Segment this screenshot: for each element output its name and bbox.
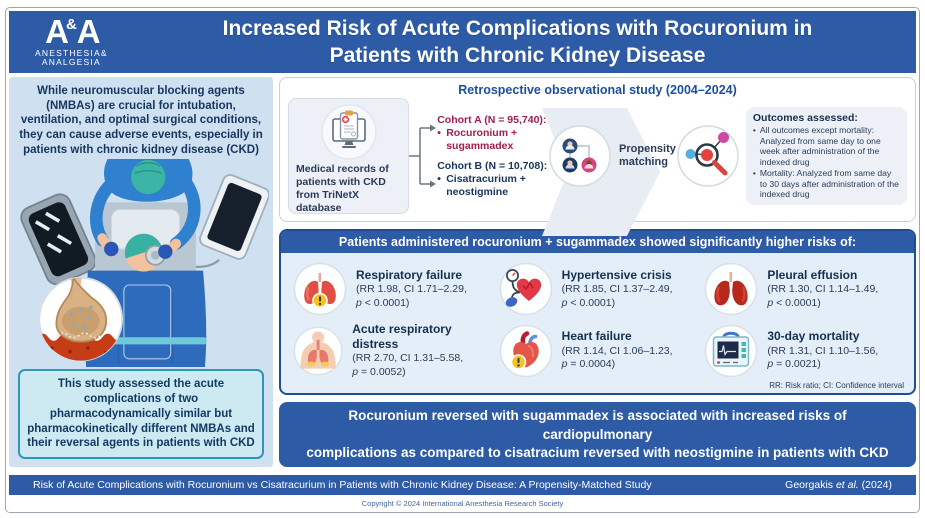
propensity-group: Propensity matching xyxy=(542,108,676,236)
background-panel: While neuromuscular blocking agents (NMB… xyxy=(9,77,273,467)
result-pvalue: p < 0.0001) xyxy=(561,296,616,309)
result-respiratory-failure: Respiratory failure (RR 1.98, CI 1.71–2.… xyxy=(293,258,491,320)
cohort-split-connector xyxy=(409,124,437,188)
result-pvalue: p = 0.0004) xyxy=(561,358,616,371)
surgery-illustration xyxy=(13,158,269,368)
content-area: While neuromuscular blocking agents (NMB… xyxy=(6,73,919,471)
records-label: Medical records of patients with CKD fro… xyxy=(296,163,389,215)
result-acute-respiratory-distress: Acute respiratory distress (RR 2.70, CI … xyxy=(293,320,491,382)
outcomes-assessed-card: Outcomes assessed: All outcomes except m… xyxy=(745,106,907,206)
study-design-box: Retrospective observational study (2004–… xyxy=(279,77,916,236)
cohort-a-header: Cohort A (N = 95,740): xyxy=(437,113,547,126)
heart-blood-pressure-icon xyxy=(499,262,552,316)
results-header: Patients administered rocuronium + sugam… xyxy=(281,231,914,253)
result-title: 30-day mortality xyxy=(767,329,860,344)
cohorts-block: Cohort A (N = 95,740): Rocuronium + suga… xyxy=(437,107,548,206)
page-frame: A&A ANESTHESIA& ANALGESIA Increased Risk… xyxy=(5,7,920,513)
surgical-lamp-icon xyxy=(20,193,97,285)
cohort-b-item: Cisatracurium + neostigmine xyxy=(437,173,548,198)
result-title: Heart failure xyxy=(561,329,632,344)
page-title: Increased Risk of Acute Complications wi… xyxy=(222,16,813,67)
result-stat: (RR 2.70, CI 1.31–5.58, xyxy=(352,352,464,365)
journal-logo: A&A ANESTHESIA& ANALGESIA xyxy=(35,15,108,67)
heart-warning-icon xyxy=(499,324,552,377)
cohort-a-item: Rocuronium + sugammadex xyxy=(437,127,548,152)
vital-signs-monitor-icon xyxy=(705,324,758,377)
result-pvalue: p = 0.0021) xyxy=(767,358,821,371)
result-stat: (RR 1.98, CI 1.71–2.29, xyxy=(356,283,467,296)
anesthesiologist-figure xyxy=(90,158,201,259)
result-stat: (RR 1.14, CI 1.06–1.23, xyxy=(561,344,673,357)
result-title: Pleural effusion xyxy=(767,267,858,282)
propensity-label: Propensity matching xyxy=(619,142,676,168)
neuromuscular-junction-icon xyxy=(38,276,123,362)
outcome-analysis-magnifier-icon xyxy=(677,125,739,187)
copyright-bar: Copyright © 2024 International Anesthesi… xyxy=(6,495,919,512)
conclusion-banner: Rocuronium reversed with sugammadex is a… xyxy=(279,402,916,467)
result-title: Hypertensive crisis xyxy=(561,267,672,282)
journal-logo-name: ANESTHESIA& ANALGESIA xyxy=(35,48,108,67)
records-card: Medical records of patients with CKD fro… xyxy=(288,98,410,215)
dark-lungs-icon xyxy=(705,262,758,316)
abbreviations-footnote: RR: Risk ratio; CI: Confidence interval xyxy=(769,381,904,391)
outcomes-bullet: All outcomes except mortality: Analyzed … xyxy=(753,125,900,168)
intro-text: While neuromuscular blocking agents (NMB… xyxy=(19,85,263,156)
results-box: Patients administered rocuronium + sugam… xyxy=(279,229,916,396)
study-note: This study assessed the acute complicati… xyxy=(18,369,264,459)
cohort-b-header: Cohort B (N = 10,708): xyxy=(437,159,548,172)
outcomes-bullet: Mortality: Analyzed from same day to 30 … xyxy=(753,168,900,200)
result-stat: (RR 1.31, CI 1.10–1.56, xyxy=(767,344,879,357)
propensity-matching-icon xyxy=(549,125,611,187)
footer-article-title: Risk of Acute Complications with Rocuron… xyxy=(33,479,652,491)
result-title: Respiratory failure xyxy=(356,267,463,282)
outcomes-assessed-header: Outcomes assessed: xyxy=(752,111,858,124)
main-panel: Retrospective observational study (2004–… xyxy=(279,77,916,467)
result-stat: (RR 1.85, CI 1.37–2.49, xyxy=(561,283,673,296)
result-stat: (RR 1.30, CI 1.14–1.49, xyxy=(767,283,879,296)
torso-lungs-icon xyxy=(293,326,343,375)
result-pvalue: p = 0.0052) xyxy=(352,365,406,378)
cohort-b: Cohort B (N = 10,708): Cisatracurium + n… xyxy=(437,160,548,199)
result-pleural-effusion: Pleural effusion (RR 1.30, CI 1.14–1.49,… xyxy=(704,258,902,320)
lungs-warning-icon xyxy=(293,262,347,316)
journal-logo-monogram: A&A xyxy=(45,13,101,50)
study-design-title: Retrospective observational study (2004–… xyxy=(458,83,737,97)
cohort-a: Cohort A (N = 95,740): Rocuronium + suga… xyxy=(437,114,548,153)
result-pvalue: p < 0.0001) xyxy=(767,296,821,309)
footer-citation: Georgakis et al. (2024) xyxy=(785,479,892,491)
result-pvalue: p < 0.0001) xyxy=(356,296,410,309)
medical-records-icon xyxy=(320,104,377,160)
result-heart-failure: Heart failure (RR 1.14, CI 1.06–1.23, p … xyxy=(499,320,697,382)
result-hypertensive-crisis: Hypertensive crisis (RR 1.85, CI 1.37–2.… xyxy=(499,258,697,320)
results-grid: Respiratory failure (RR 1.98, CI 1.71–2.… xyxy=(281,253,914,381)
result-title: Acute respiratory distress xyxy=(352,321,452,352)
footer-bar: Risk of Acute Complications with Rocuron… xyxy=(9,475,916,495)
header-bar: A&A ANESTHESIA& ANALGESIA Increased Risk… xyxy=(9,11,916,73)
or-monitor-icon xyxy=(199,173,269,260)
result-30-day-mortality: 30-day mortality (RR 1.31, CI 1.10–1.56,… xyxy=(704,320,902,382)
